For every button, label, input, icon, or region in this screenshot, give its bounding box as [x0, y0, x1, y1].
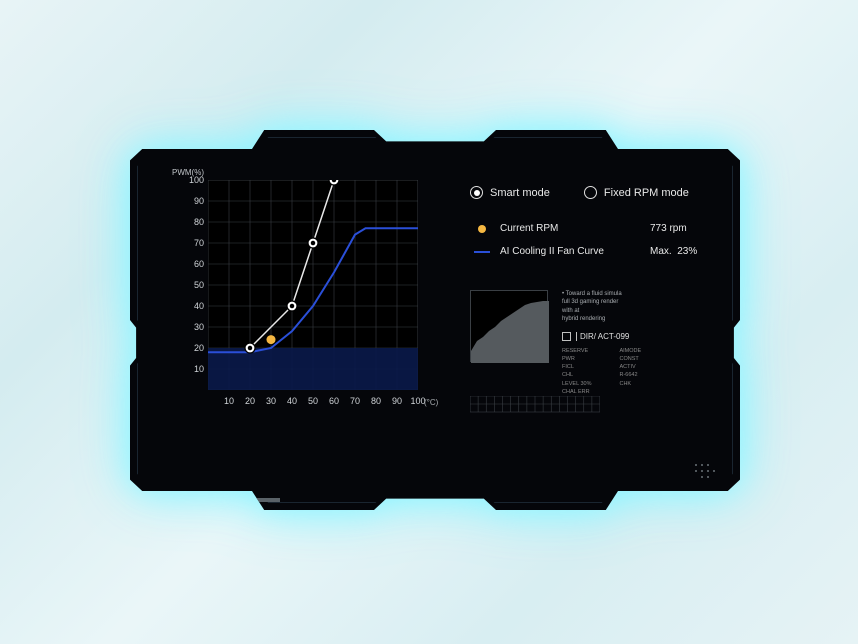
hud-panel-glow: PWM(%) 102030405060708090100 10203040506… [130, 130, 740, 510]
current-rpm-row: Current RPM 773 rpm [470, 223, 710, 234]
fan-curve-row: AI Cooling II Fan Curve Max. 23% [470, 246, 710, 257]
current-rpm-value: 773 rpm [650, 223, 710, 234]
chart-plot[interactable] [208, 180, 418, 390]
smart-mode-radio[interactable]: Smart mode [470, 186, 550, 199]
grid-strip-deco [470, 396, 600, 417]
panel-content: PWM(%) 102030405060708090100 10203040506… [180, 180, 710, 470]
fixed-mode-label: Fixed RPM mode [604, 187, 689, 199]
dir-label: DIR/ ACT-099 [580, 332, 629, 341]
spec-col-right: AIMODECONSTACTIVR-6642CHK [619, 347, 641, 397]
fan-curve-icon [474, 251, 490, 253]
mini-info: • Toward a fluid simulafull 3d gaming re… [562, 290, 641, 396]
mini-panel: • Toward a fluid simulafull 3d gaming re… [470, 290, 641, 396]
controls-column: Smart mode Fixed RPM mode Current RPM 77… [470, 180, 710, 269]
bottom-deco-bars [150, 498, 280, 502]
mini-chart [470, 290, 548, 362]
x-axis-unit: (°C) [424, 398, 438, 407]
current-rpm-label: Current RPM [500, 223, 650, 234]
corner-dot-deco [692, 457, 718, 488]
dir-row: DIR/ ACT-099 [562, 332, 641, 341]
smart-mode-label: Smart mode [490, 187, 550, 199]
bar-icon [576, 332, 577, 341]
mode-selector: Smart mode Fixed RPM mode [470, 186, 710, 199]
spec-columns: RESERVEPWRFICLCHLLEVEL 30%CHAL ERR AIMOD… [562, 347, 641, 397]
fan-curve-label: AI Cooling II Fan Curve [500, 246, 650, 257]
fixed-rpm-mode-radio[interactable]: Fixed RPM mode [584, 186, 689, 199]
mini-tagline: • Toward a fluid simulafull 3d gaming re… [562, 290, 641, 324]
fan-curve-max: Max. 23% [650, 246, 710, 257]
dir-checkbox[interactable] [562, 332, 571, 341]
radio-icon [584, 186, 597, 199]
radio-icon [470, 186, 483, 199]
current-rpm-icon [478, 225, 486, 233]
spec-col-left: RESERVEPWRFICLCHLLEVEL 30%CHAL ERR [562, 347, 591, 397]
hud-panel: PWM(%) 102030405060708090100 10203040506… [130, 130, 740, 510]
